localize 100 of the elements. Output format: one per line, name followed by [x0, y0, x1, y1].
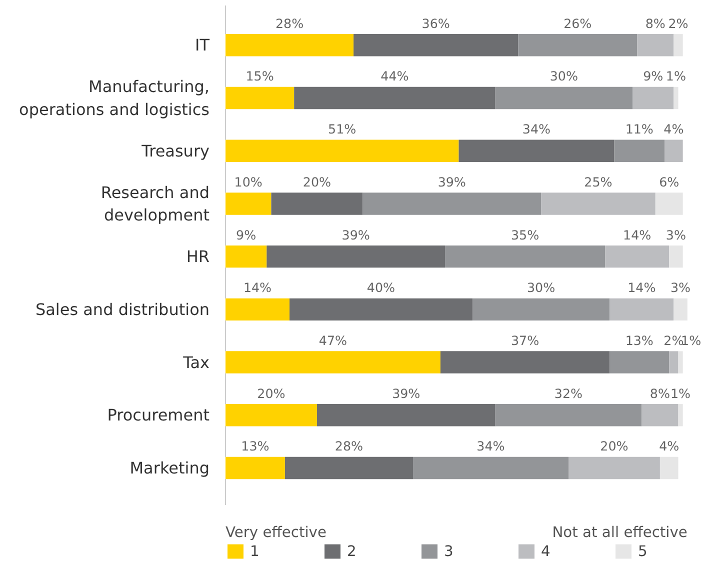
- data-label: 1%: [670, 386, 691, 401]
- bar: [362, 192, 542, 215]
- legend-label: 3: [444, 542, 454, 560]
- data-label: 9%: [643, 68, 664, 84]
- data-label: 8%: [645, 16, 666, 31]
- bar: [518, 34, 638, 56]
- bar: [605, 245, 670, 268]
- bar: [674, 86, 678, 110]
- bar: [664, 140, 683, 162]
- bar: [226, 192, 272, 215]
- bar: [610, 351, 670, 374]
- data-label: 14%: [628, 280, 656, 296]
- data-label: 28%: [275, 16, 304, 31]
- bar: [637, 34, 674, 56]
- data-label: 44%: [380, 68, 409, 84]
- bar: [284, 456, 414, 480]
- y-tick-label: Procurement: [107, 406, 210, 425]
- bar: [541, 192, 656, 215]
- bar: [632, 86, 674, 110]
- data-label: 35%: [510, 227, 540, 242]
- bar: [226, 34, 354, 56]
- data-label: 51%: [328, 122, 356, 137]
- bar: [413, 456, 568, 480]
- bar: [660, 456, 678, 480]
- bar: [266, 245, 446, 268]
- legend-label: 1: [250, 542, 260, 560]
- bar: [495, 86, 633, 110]
- legend-label: 4: [541, 542, 552, 560]
- data-label: 10%: [234, 174, 262, 190]
- bar: [642, 404, 678, 426]
- bar: [669, 245, 683, 268]
- bar: [678, 351, 683, 374]
- text: Very effective: [226, 524, 326, 541]
- data-label: 34%: [522, 122, 551, 137]
- bar: [226, 456, 285, 480]
- bar: [674, 34, 683, 56]
- bar: [568, 456, 660, 480]
- data-label: 3%: [670, 280, 691, 296]
- y-tick-label: Tax: [182, 352, 210, 372]
- data-label: 47%: [318, 333, 348, 348]
- bar: [669, 351, 678, 374]
- legend-label: 2: [347, 542, 358, 560]
- bar: [226, 351, 440, 374]
- data-label: 32%: [554, 386, 583, 401]
- bar: [472, 298, 610, 321]
- bar: [655, 192, 683, 215]
- data-label: 2%: [664, 333, 684, 348]
- y-tick-label: Marketing: [130, 458, 210, 478]
- data-label: 37%: [510, 333, 540, 348]
- data-label: 14%: [623, 227, 652, 242]
- bar: [290, 298, 472, 321]
- bar: [226, 404, 317, 426]
- data-label: 14%: [243, 280, 272, 296]
- data-label: 20%: [600, 438, 628, 454]
- y-tick-label: Sales and distribution: [35, 300, 210, 319]
- data-label: 34%: [476, 438, 505, 454]
- data-label: 30%: [550, 68, 578, 84]
- bar: [458, 140, 614, 162]
- data-label: 26%: [564, 16, 592, 31]
- bar: [445, 245, 606, 268]
- bar: [226, 298, 290, 321]
- bar: [226, 245, 267, 268]
- bar: [440, 351, 610, 374]
- data-label: 20%: [257, 386, 286, 401]
- data-label: 13%: [625, 333, 654, 348]
- y-tick-label: IT: [195, 36, 210, 55]
- data-label: 13%: [241, 438, 270, 454]
- bar: [226, 140, 459, 162]
- data-label: 39%: [392, 386, 420, 401]
- bar: [354, 34, 518, 56]
- data-label: 6%: [659, 174, 680, 190]
- data-label: 39%: [438, 174, 466, 190]
- y-tick-label: Manufacturing, operations and logistics: [19, 77, 210, 119]
- data-label: 28%: [334, 438, 364, 454]
- y-tick-label: Research and development: [100, 182, 210, 225]
- data-label: 30%: [526, 280, 556, 296]
- data-label: 36%: [422, 16, 450, 31]
- data-label: 11%: [625, 122, 654, 137]
- data-label: 39%: [342, 227, 370, 242]
- data-label: 1%: [681, 333, 702, 348]
- bar: [316, 404, 496, 426]
- bar: [678, 404, 683, 426]
- data-label: 1%: [666, 68, 686, 84]
- bar: [614, 140, 665, 162]
- bar: [610, 298, 674, 321]
- bar: [271, 192, 363, 215]
- data-label: 20%: [302, 174, 332, 190]
- bar: [226, 86, 294, 110]
- data-label: 2%: [668, 16, 688, 31]
- data-label: 15%: [246, 68, 274, 84]
- data-label: 9%: [236, 227, 256, 242]
- y-tick-label: HR: [186, 247, 210, 266]
- data-label: 4%: [664, 122, 684, 137]
- data-label: 3%: [666, 227, 686, 242]
- text: Not at all effective: [552, 524, 688, 541]
- legend-label: 5: [638, 542, 648, 560]
- y-tick-label: Treasury: [140, 141, 210, 160]
- data-label: 4%: [659, 438, 680, 454]
- data-label: 40%: [366, 280, 396, 296]
- bar: [674, 298, 688, 321]
